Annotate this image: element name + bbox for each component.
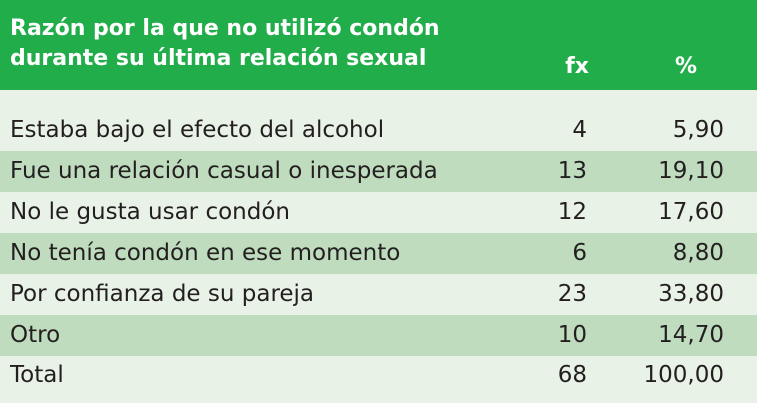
table-body: Estaba bajo el efecto del alcohol 4 5,90…	[0, 110, 757, 397]
header-fx: fx	[565, 54, 589, 79]
row-percent: 33,80	[658, 281, 724, 307]
row-reason: Fue una relación casual o inesperada	[10, 158, 438, 184]
table-row: Por confianza de su pareja 23 33,80	[0, 274, 757, 315]
table-row: Estaba bajo el efecto del alcohol 4 5,90	[0, 110, 757, 151]
row-percent: 19,10	[658, 158, 724, 184]
header-percent: %	[674, 54, 697, 79]
row-percent: 8,80	[672, 240, 724, 266]
row-reason: Estaba bajo el efecto del alcohol	[10, 117, 385, 143]
table-row: No le gusta usar condón 12 17,60	[0, 192, 757, 233]
header-reason-line2: durante su última relación sexual	[10, 46, 427, 71]
row-fx: 12	[557, 199, 587, 225]
row-fx: 6	[572, 240, 587, 266]
table-row: Fue una relación casual o inesperada 13 …	[0, 151, 757, 192]
header-spacer	[0, 90, 757, 110]
row-percent: 17,60	[658, 199, 724, 225]
table-total-row: Total 68 100,00	[0, 356, 757, 397]
row-reason: No le gusta usar condón	[10, 199, 290, 225]
row-percent: 14,70	[658, 322, 724, 348]
table-header: Razón por la que no utilizó condón duran…	[0, 0, 757, 90]
header-reason: Razón por la que no utilizó condón duran…	[10, 14, 510, 74]
row-reason: Por confianza de su pareja	[10, 281, 315, 307]
table-row: No tenía condón en ese momento 6 8,80	[0, 233, 757, 274]
total-label: Total	[10, 362, 64, 388]
row-fx: 10	[557, 322, 587, 348]
row-fx: 23	[557, 281, 587, 307]
total-percent: 100,00	[643, 362, 724, 388]
row-reason: No tenía condón en ese momento	[10, 240, 401, 266]
row-reason: Otro	[10, 322, 61, 348]
header-reason-line1: Razón por la que no utilizó condón	[10, 16, 440, 41]
table-row: Otro 10 14,70	[0, 315, 757, 356]
row-fx: 13	[557, 158, 587, 184]
total-fx: 68	[557, 362, 587, 388]
row-percent: 5,90	[672, 117, 724, 143]
row-fx: 4	[572, 117, 587, 143]
